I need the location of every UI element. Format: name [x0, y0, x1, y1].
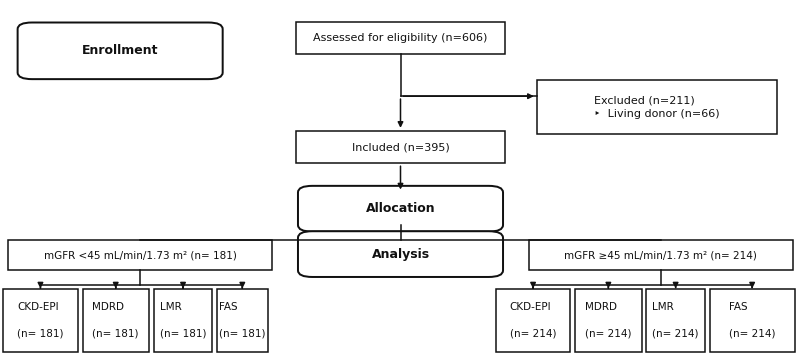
- Text: FAS

(n= 181): FAS (n= 181): [219, 302, 266, 339]
- FancyBboxPatch shape: [217, 289, 268, 352]
- FancyBboxPatch shape: [575, 289, 642, 352]
- FancyBboxPatch shape: [18, 23, 223, 79]
- Text: Excluded (n=211)
‣  Living donor (n=66): Excluded (n=211) ‣ Living donor (n=66): [594, 95, 719, 119]
- FancyBboxPatch shape: [296, 131, 505, 163]
- FancyBboxPatch shape: [3, 289, 78, 352]
- FancyBboxPatch shape: [83, 289, 149, 352]
- Text: Enrollment: Enrollment: [82, 44, 159, 57]
- FancyBboxPatch shape: [154, 289, 212, 352]
- Text: FAS

(n= 214): FAS (n= 214): [729, 302, 775, 339]
- Text: Allocation: Allocation: [366, 202, 435, 215]
- FancyBboxPatch shape: [529, 240, 793, 270]
- FancyBboxPatch shape: [298, 186, 503, 232]
- Text: Assessed for eligibility (n=606): Assessed for eligibility (n=606): [313, 33, 488, 43]
- FancyBboxPatch shape: [496, 289, 570, 352]
- Text: Included (n=395): Included (n=395): [352, 142, 449, 152]
- Text: LMR

(n= 181): LMR (n= 181): [159, 302, 207, 339]
- Text: Analysis: Analysis: [372, 248, 429, 261]
- FancyBboxPatch shape: [298, 231, 503, 277]
- Text: LMR

(n= 214): LMR (n= 214): [652, 302, 699, 339]
- FancyBboxPatch shape: [8, 240, 272, 270]
- Text: mGFR <45 mL/min/1.73 m² (n= 181): mGFR <45 mL/min/1.73 m² (n= 181): [44, 250, 236, 260]
- Text: MDRD

(n= 181): MDRD (n= 181): [92, 302, 139, 339]
- FancyBboxPatch shape: [710, 289, 795, 352]
- FancyBboxPatch shape: [537, 80, 777, 134]
- FancyBboxPatch shape: [296, 22, 505, 54]
- Text: CKD-EPI

(n= 214): CKD-EPI (n= 214): [509, 302, 557, 339]
- FancyBboxPatch shape: [646, 289, 705, 352]
- Text: MDRD

(n= 214): MDRD (n= 214): [585, 302, 632, 339]
- Text: mGFR ≥45 mL/min/1.73 m² (n= 214): mGFR ≥45 mL/min/1.73 m² (n= 214): [565, 250, 757, 260]
- Text: CKD-EPI

(n= 181): CKD-EPI (n= 181): [17, 302, 64, 339]
